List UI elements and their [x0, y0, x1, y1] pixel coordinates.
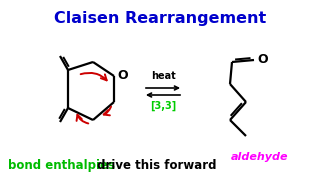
Text: [3,3]: [3,3] [150, 101, 176, 111]
Text: bond enthalpies: bond enthalpies [8, 159, 115, 172]
Text: aldehyde: aldehyde [231, 152, 289, 162]
Text: O: O [257, 53, 268, 66]
Text: heat: heat [151, 71, 175, 81]
Text: O: O [117, 69, 128, 82]
Text: Claisen Rearrangement: Claisen Rearrangement [54, 11, 266, 26]
Text: drive this forward: drive this forward [93, 159, 217, 172]
